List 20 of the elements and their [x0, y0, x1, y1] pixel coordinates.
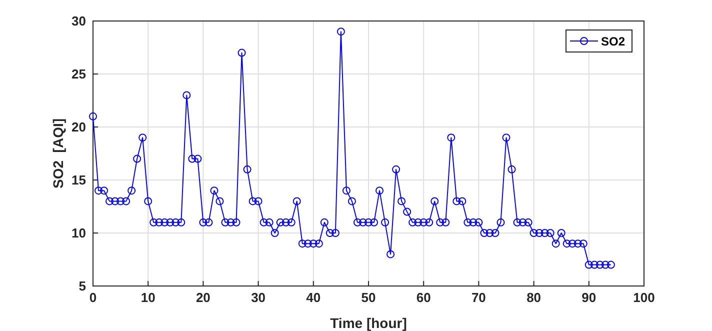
x-tick-label: 100 — [633, 290, 655, 305]
x-tick-label: 80 — [526, 290, 542, 305]
y-tick-label: 10 — [72, 226, 86, 240]
y-tick-label: 15 — [72, 172, 86, 188]
y-tick-label: 5 — [78, 278, 86, 294]
x-tick-label: 50 — [361, 290, 376, 305]
x-tick-label: 30 — [251, 290, 266, 305]
y-tick-label: 20 — [72, 120, 86, 134]
legend-label: SO2 — [601, 34, 626, 48]
x-tick-label: 0 — [89, 290, 97, 305]
x-tick-label: 70 — [471, 290, 486, 305]
x-tick-label: 20 — [196, 290, 210, 305]
x-tick-label: 10 — [140, 290, 156, 305]
x-axis-title: Time [hour] — [330, 315, 407, 331]
y-tick-label: 30 — [72, 14, 86, 28]
y-tick-label: 25 — [72, 66, 86, 82]
x-tick-label: 40 — [306, 290, 321, 305]
x-tick-label: 90 — [582, 290, 596, 305]
x-tick-label: 60 — [416, 290, 431, 305]
y-axis-title: SO2 [AQI] — [50, 118, 66, 189]
